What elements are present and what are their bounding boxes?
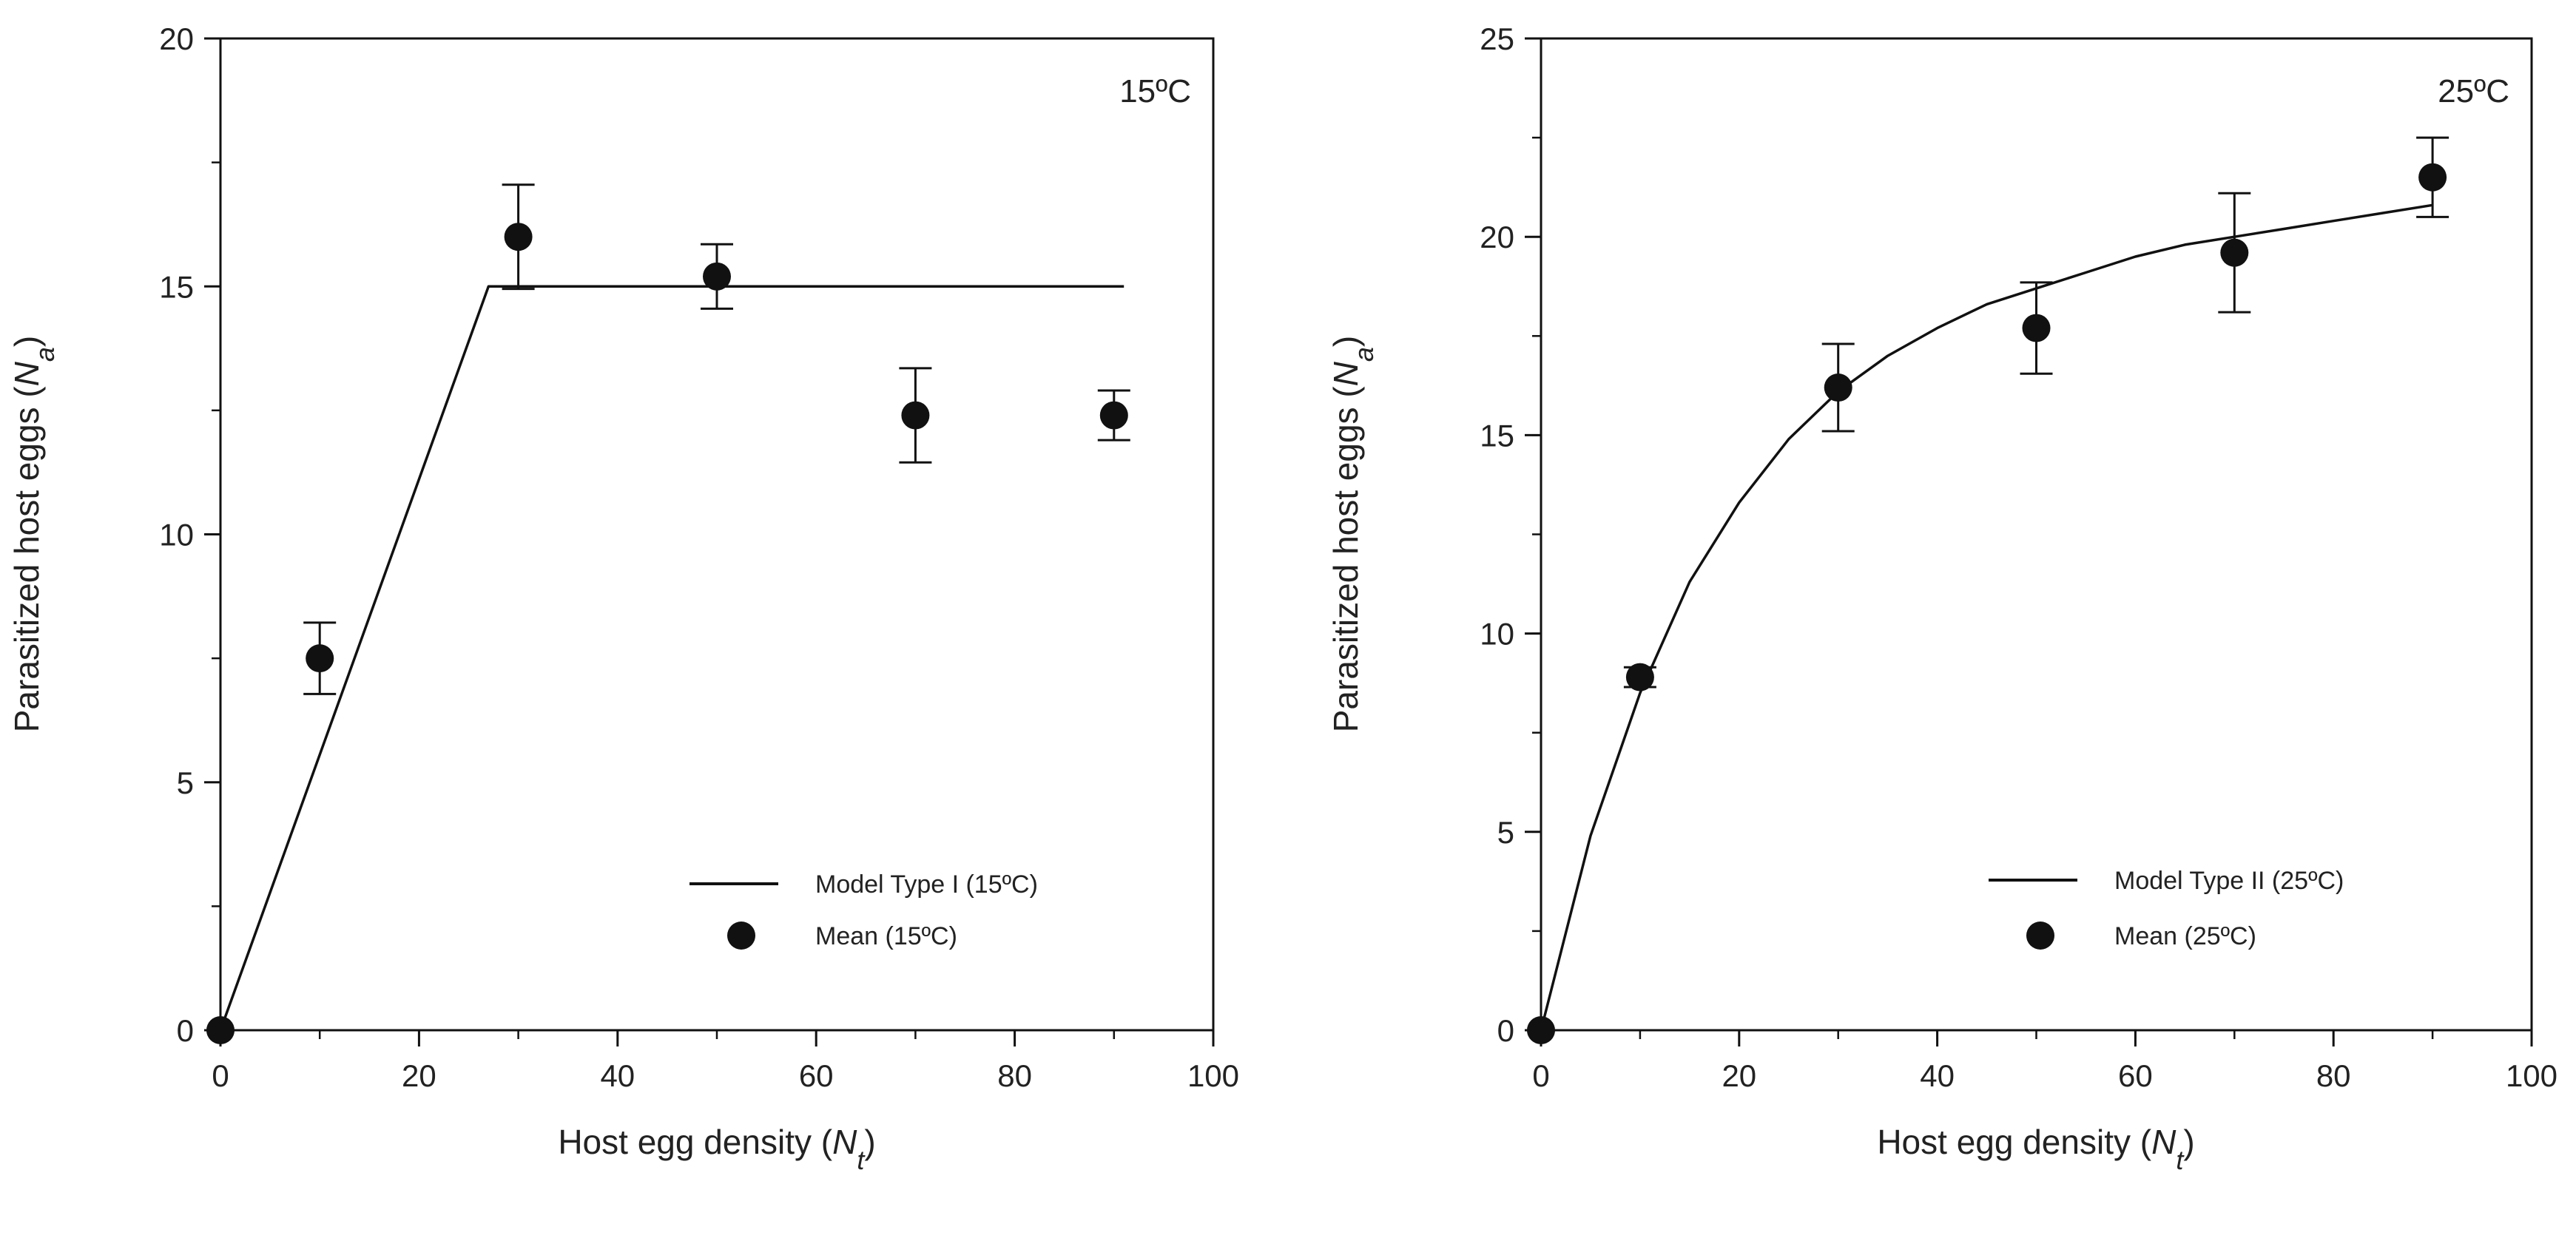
y-tick-label: 10 xyxy=(159,518,194,552)
x-tick-label: 20 xyxy=(1722,1058,1756,1093)
x-tick-label: 80 xyxy=(997,1058,1032,1093)
y-tick-label: 20 xyxy=(1480,220,1514,254)
temperature-label: 15ºC xyxy=(1119,73,1191,109)
x-tick-label: 80 xyxy=(2316,1058,2351,1093)
y-tick-label: 20 xyxy=(159,21,194,56)
x-tick-label: 60 xyxy=(2118,1058,2153,1093)
data-point xyxy=(1099,401,1128,430)
model-curve xyxy=(1540,203,2433,1031)
data-point xyxy=(703,262,731,291)
x-tick-label: 0 xyxy=(212,1058,229,1093)
x-tick-label: 0 xyxy=(1532,1058,1549,1093)
y-tick-label: 5 xyxy=(177,765,194,800)
data-point xyxy=(2220,238,2249,267)
panel-25c: 0 20 40 60 80 100 0 5 10 15 20 25 Host egg density (… xyxy=(1326,21,2558,1175)
x-axis-title: Host egg density (Nt) xyxy=(558,1123,875,1175)
data-point xyxy=(901,401,930,430)
y-axis-title: Parasitized host eggs (Na) xyxy=(7,336,60,733)
x-tick-label: 100 xyxy=(1187,1058,1239,1093)
legend-mean-label: Mean (15ºC) xyxy=(815,922,957,950)
data-point xyxy=(1625,663,1654,691)
x-tick-label: 20 xyxy=(402,1058,436,1093)
y-axis-title: Parasitized host eggs (Na) xyxy=(1326,336,1379,733)
data-point xyxy=(1824,373,1852,402)
model-curve xyxy=(219,285,1125,1031)
y-tick-label: 25 xyxy=(1480,21,1514,56)
y-tick-label: 0 xyxy=(1497,1013,1514,1048)
legend-model-label: Model Type II (25ºC) xyxy=(2114,867,2344,895)
temperature-label: 25ºC xyxy=(2438,73,2509,109)
x-tick-label: 100 xyxy=(2506,1058,2558,1093)
legend-dot-swatch xyxy=(727,922,755,950)
y-tick-label: 15 xyxy=(1480,418,1514,453)
data-point xyxy=(2022,314,2051,342)
x-tick-label: 60 xyxy=(799,1058,834,1093)
y-tick-label: 5 xyxy=(1497,815,1514,850)
plot-frame xyxy=(219,37,1215,1032)
data-point xyxy=(1527,1016,1555,1044)
y-tick-label: 0 xyxy=(177,1013,194,1048)
data-point xyxy=(504,223,533,251)
data-point xyxy=(206,1016,235,1044)
y-tick-label: 15 xyxy=(159,269,194,304)
x-axis-title: Host egg density (Nt) xyxy=(1877,1123,2194,1175)
y-tick-label: 10 xyxy=(1480,617,1514,652)
legend-model-label: Model Type I (15ºC) xyxy=(815,870,1038,899)
legend-dot-swatch xyxy=(2026,922,2054,950)
data-point xyxy=(2418,163,2447,192)
panel-15c: 0 20 40 60 80 100 0 5 10 15 20 Host egg density (Nt… xyxy=(7,21,1239,1175)
x-tick-label: 40 xyxy=(1920,1058,1955,1093)
legend-mean-label: Mean (25ºC) xyxy=(2114,922,2256,950)
data-point xyxy=(306,644,334,673)
x-tick-label: 40 xyxy=(600,1058,635,1093)
